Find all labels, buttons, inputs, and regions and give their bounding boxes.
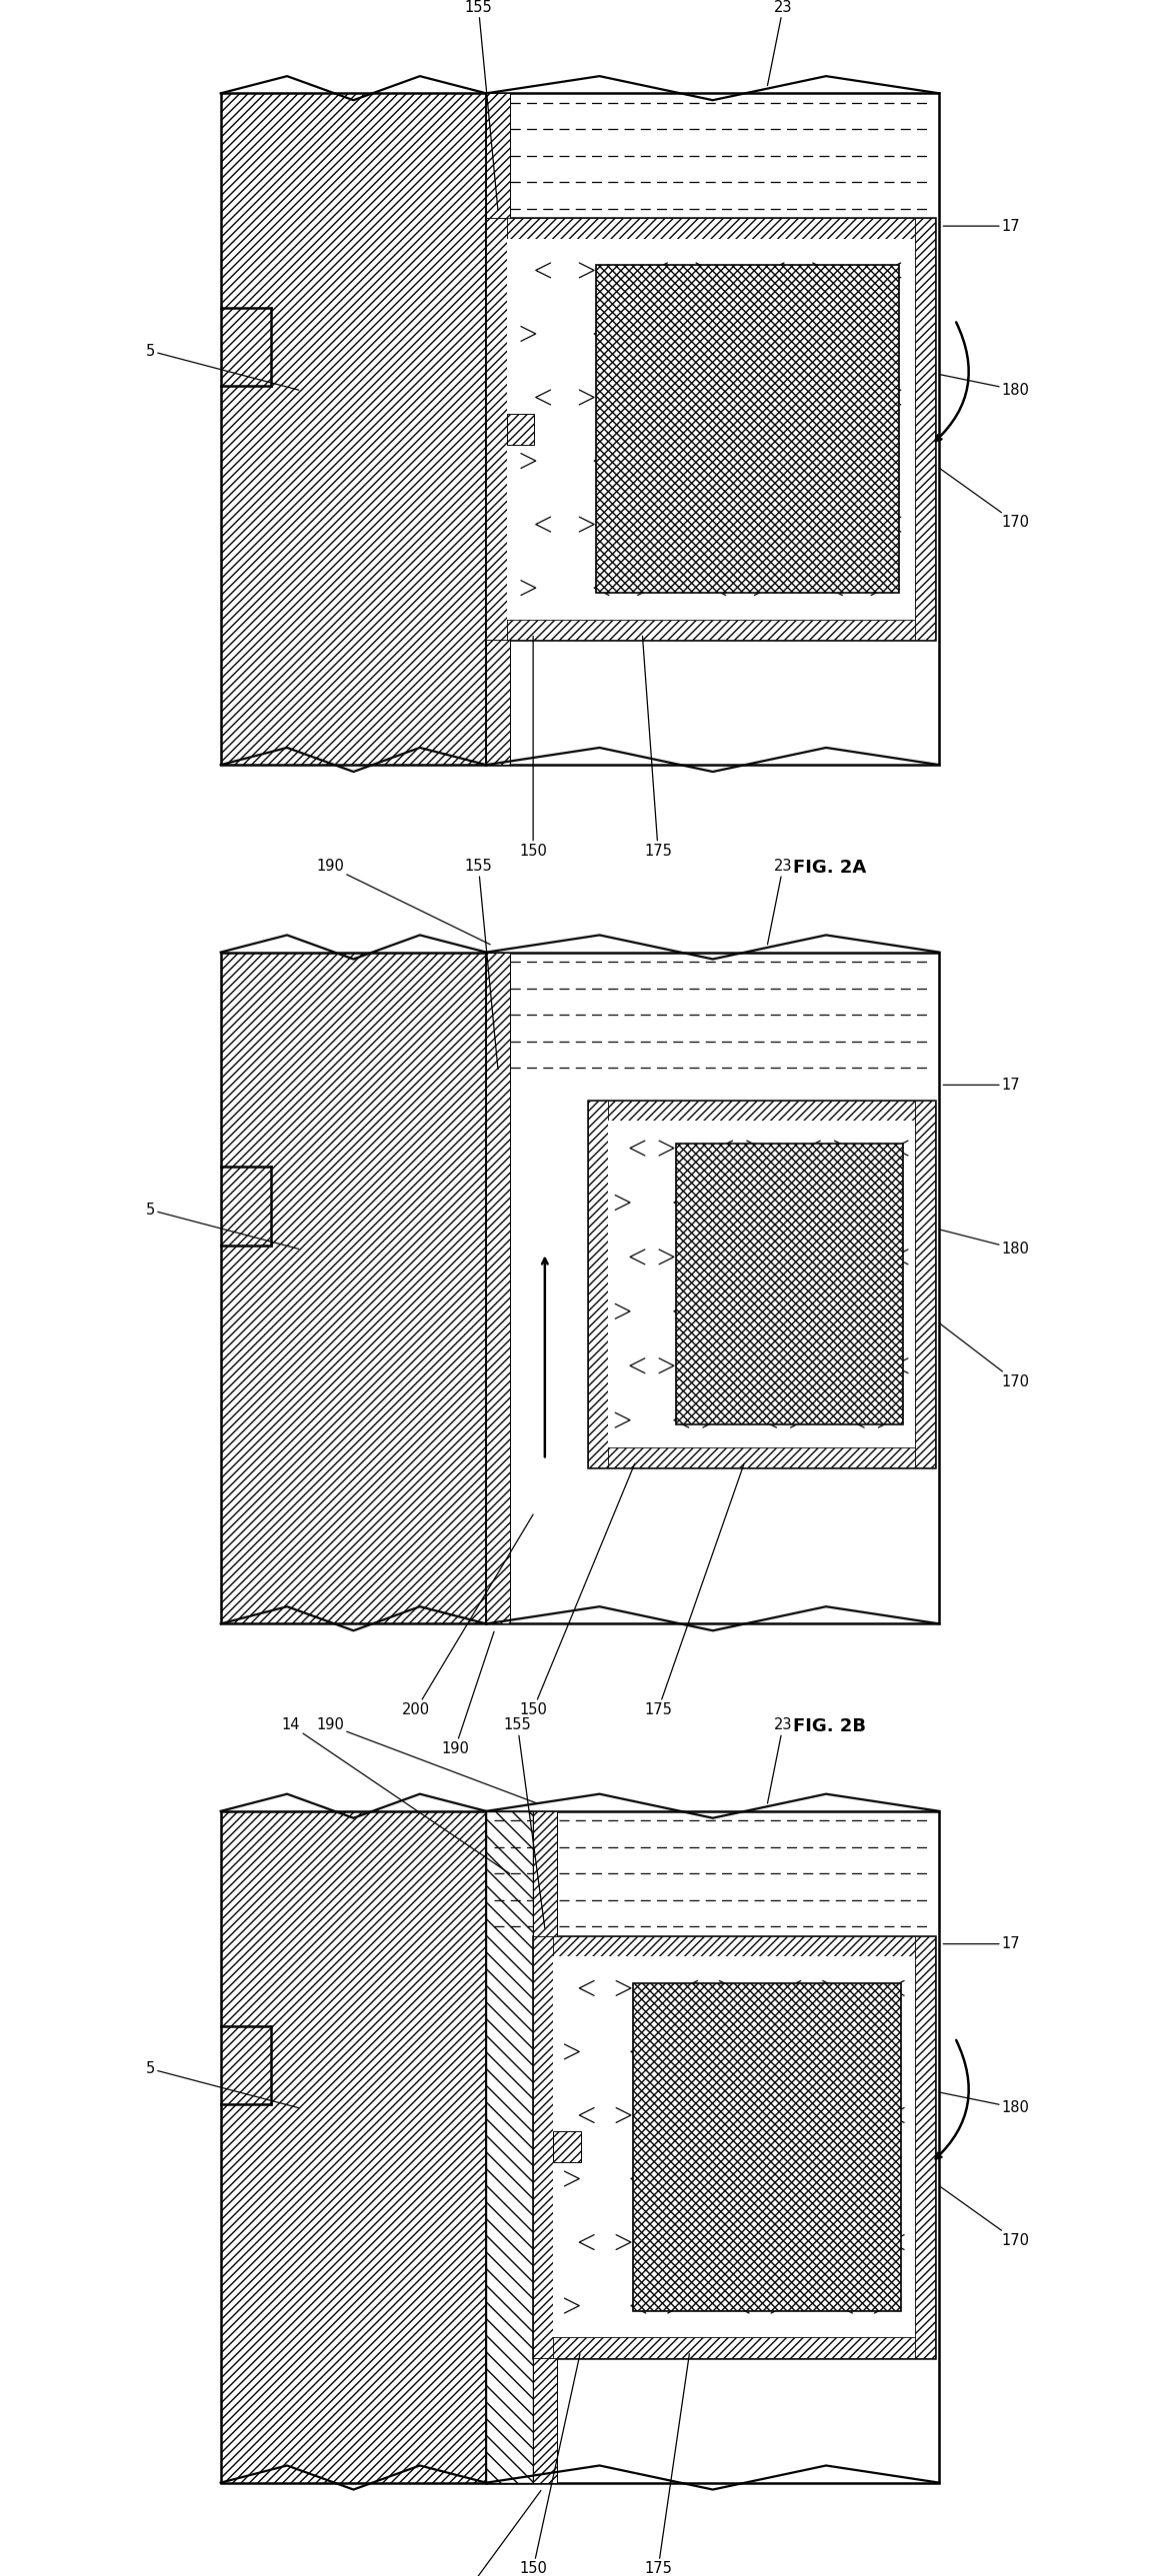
Bar — [220, 1811, 486, 2483]
Text: 17: 17 — [943, 1077, 1021, 1092]
Bar — [220, 1811, 486, 2483]
Text: 23: 23 — [768, 858, 792, 945]
Bar — [553, 2130, 581, 2161]
Bar — [486, 219, 935, 240]
Text: 175: 175 — [644, 2354, 689, 2576]
Bar — [486, 93, 509, 765]
Bar — [486, 219, 507, 639]
Text: 190: 190 — [441, 2491, 541, 2576]
Bar — [220, 93, 486, 765]
Text: 5: 5 — [146, 1203, 299, 1249]
Bar — [486, 953, 940, 1623]
Text: 180: 180 — [940, 2092, 1030, 2115]
Text: 190: 190 — [316, 1718, 537, 1803]
Text: 180: 180 — [940, 1229, 1030, 1257]
Bar — [486, 1811, 534, 2483]
Text: 23: 23 — [768, 1718, 792, 1803]
Text: 155: 155 — [464, 0, 498, 211]
Bar — [596, 265, 899, 592]
Bar — [534, 2336, 935, 2357]
Bar — [220, 953, 486, 1623]
Bar — [588, 1100, 935, 1468]
Text: 200: 200 — [401, 1515, 534, 1718]
Text: FIG. 2B: FIG. 2B — [793, 1718, 867, 1736]
Text: 150: 150 — [520, 2354, 580, 2576]
Text: 170: 170 — [940, 1324, 1030, 1388]
Bar — [534, 1937, 935, 1955]
Text: 170: 170 — [940, 2187, 1030, 2249]
Text: 5: 5 — [146, 343, 299, 389]
Text: FIG. 2A: FIG. 2A — [793, 858, 867, 876]
Bar — [596, 265, 899, 592]
Bar — [220, 93, 486, 765]
Bar — [507, 240, 915, 621]
Text: 155: 155 — [503, 1718, 545, 1929]
Bar — [675, 1144, 902, 1425]
Bar — [608, 1121, 915, 1448]
Text: 17: 17 — [943, 219, 1021, 234]
Text: 5: 5 — [146, 2061, 299, 2107]
Bar — [486, 621, 935, 639]
Bar — [915, 1100, 935, 1468]
Bar — [534, 1937, 935, 2357]
Text: 190: 190 — [316, 858, 491, 945]
Bar — [915, 1937, 935, 2357]
Text: 155: 155 — [464, 858, 498, 1069]
Text: 150: 150 — [520, 636, 548, 858]
Bar — [486, 93, 940, 765]
Bar — [507, 412, 534, 446]
Text: 14: 14 — [282, 1718, 509, 1873]
Bar — [486, 219, 935, 639]
Bar — [553, 1955, 915, 2336]
Text: 175: 175 — [644, 1463, 744, 1718]
Text: 180: 180 — [940, 374, 1030, 397]
Text: 175: 175 — [643, 636, 672, 858]
Bar — [633, 1984, 900, 2311]
Bar — [588, 1100, 935, 1121]
Bar — [534, 1811, 557, 2483]
Bar — [633, 1984, 900, 2311]
Bar — [588, 1100, 608, 1468]
Bar — [675, 1144, 902, 1425]
Text: 17: 17 — [943, 1937, 1021, 1953]
Bar — [220, 953, 486, 1623]
Bar — [588, 1448, 935, 1468]
Text: 23: 23 — [768, 0, 792, 85]
Text: 190: 190 — [441, 1631, 494, 1757]
Bar — [534, 1937, 553, 2357]
Bar — [486, 953, 509, 1623]
Text: 150: 150 — [520, 1463, 635, 1718]
Text: 170: 170 — [940, 469, 1030, 531]
Bar — [486, 1811, 940, 2483]
Bar — [915, 219, 935, 639]
